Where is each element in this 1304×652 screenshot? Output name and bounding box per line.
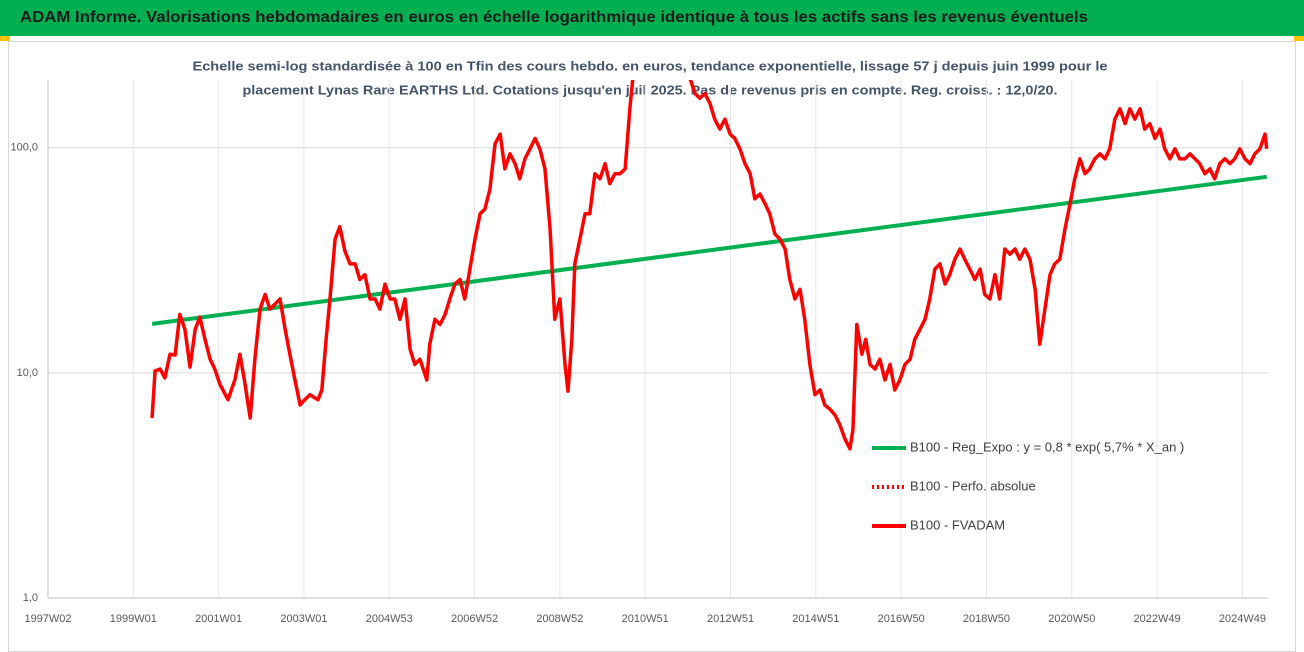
legend-label: B100 - Perfo. absolue xyxy=(910,478,1036,493)
x-tick-label: 2016W50 xyxy=(878,613,925,625)
series-line xyxy=(151,174,1267,326)
x-tick-label: 2024W49 xyxy=(1219,613,1266,625)
legend-label: B100 - FVADAM xyxy=(910,517,1005,532)
x-tick-label: 1997W02 xyxy=(24,613,71,625)
y-tick-label: 1,0 xyxy=(23,592,38,604)
x-tick-label: 2020W50 xyxy=(1048,613,1095,625)
x-tick-label: 2008W52 xyxy=(536,613,583,625)
x-tick-label: 2006W52 xyxy=(451,613,498,625)
page-title: ADAM Informe. Valorisations hebdomadaire… xyxy=(20,9,1088,26)
x-tick-label: 2012W51 xyxy=(707,613,754,625)
x-tick-label: 2022W49 xyxy=(1134,613,1181,625)
x-tick-label: 2018W50 xyxy=(963,613,1010,625)
x-tick-label: 2014W51 xyxy=(792,613,839,625)
y-tick-label: 100,0 xyxy=(10,142,38,154)
x-tick-label: 2003W01 xyxy=(280,613,327,625)
plot-area xyxy=(150,80,1269,451)
x-tick-label: 2004W53 xyxy=(366,613,413,625)
header-bar xyxy=(0,0,1304,36)
chart-subtitle: placement Lynas Rare EARTHS Ltd. Cotatio… xyxy=(243,82,1058,97)
corner-mark xyxy=(0,36,10,41)
axes: 1,0 10,0 100,0 1997W02 1999W01 2001W01 2003W01… xyxy=(10,80,1268,625)
legend: B100 - Reg_Expo : y = 0,8 * exp( 5,7% * … xyxy=(872,439,1184,532)
grid xyxy=(47,80,1268,599)
x-tick-label: 1999W01 xyxy=(110,613,157,625)
x-tick-label: 2001W01 xyxy=(195,613,242,625)
chart-frame xyxy=(8,41,1296,652)
corner-mark xyxy=(1294,36,1304,41)
legend-label: B100 - Reg_Expo : y = 0,8 * exp( 5,7% * … xyxy=(910,439,1184,454)
x-tick-label: 2010W51 xyxy=(622,613,669,625)
y-tick-label: 10,0 xyxy=(17,367,38,379)
series-line xyxy=(150,80,1269,451)
chart-subtitle: Echelle semi-log standardisée à 100 en T… xyxy=(193,58,1108,73)
